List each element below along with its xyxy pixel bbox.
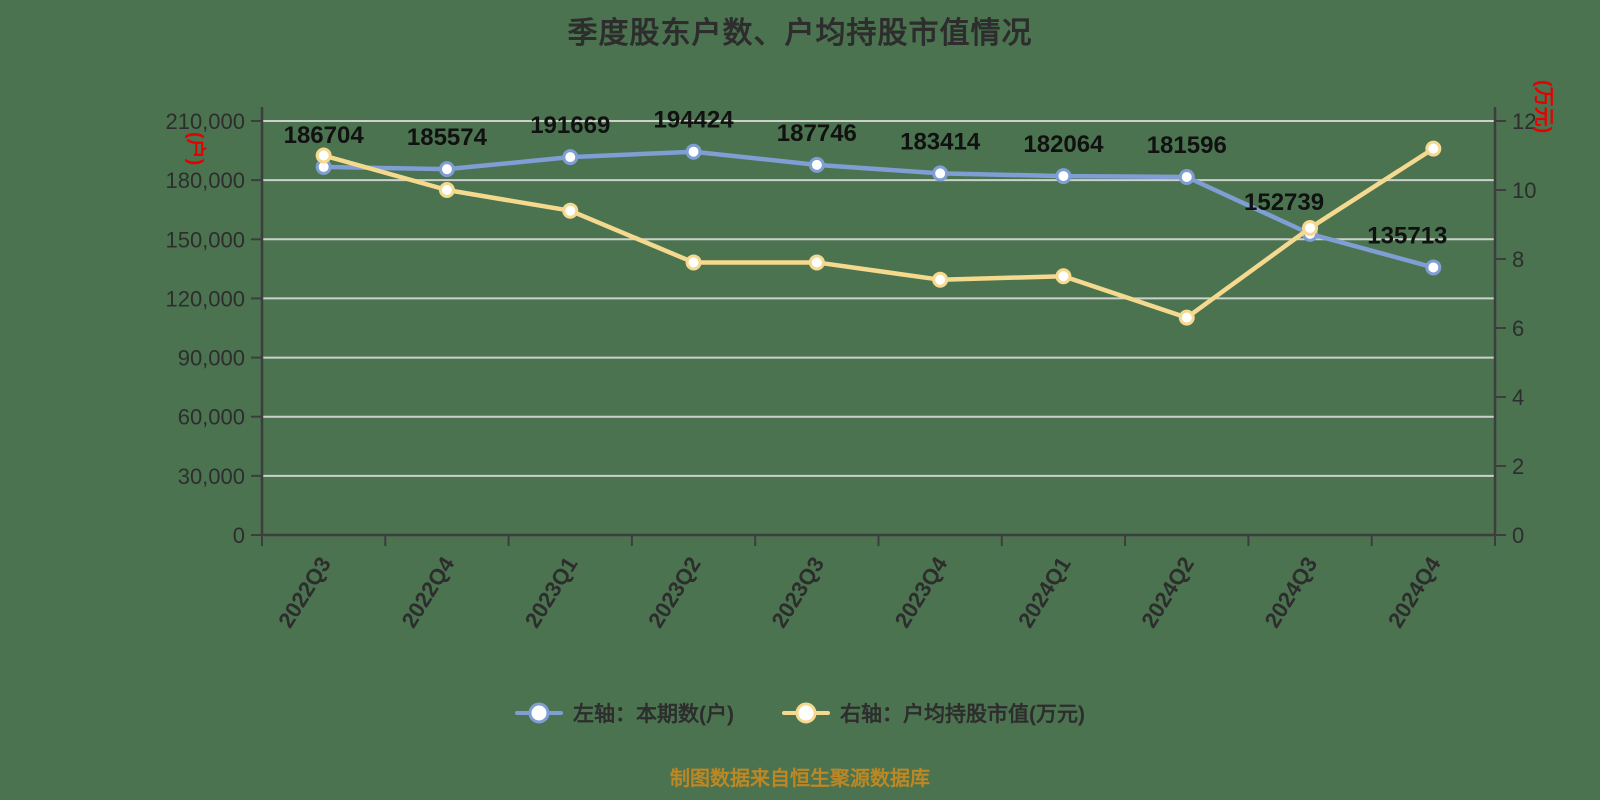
legend-label-shareholders: 左轴：本期数(户)	[573, 703, 734, 726]
data-point-label: 183414	[900, 128, 981, 155]
data-point-label: 152739	[1244, 189, 1324, 216]
legend: 左轴：本期数(户) 右轴：户均持股市值(万元)	[0, 698, 1600, 728]
legend-item-avg-holding-value[interactable]: 右轴：户均持股市值(万元)	[782, 698, 1085, 728]
data-point-marker	[562, 149, 579, 166]
y-axis-right-tick-label: 4	[1512, 385, 1524, 410]
x-axis-category-label: 2024Q3	[1260, 552, 1323, 632]
data-point-marker	[1178, 309, 1195, 326]
y-axis-right-tick-label: 6	[1512, 316, 1524, 341]
data-point-label: 181596	[1147, 132, 1227, 159]
data-point-marker	[1425, 259, 1442, 276]
data-source-caption: 制图数据来自恒生聚源数据库	[670, 768, 930, 790]
right-axis-unit-label: (万元)	[1532, 80, 1554, 134]
x-axis-category-label: 2023Q4	[890, 552, 953, 632]
left-axis-unit-label: (户)	[184, 132, 206, 166]
data-point-marker	[932, 271, 949, 288]
legend-line-circle-icon	[515, 702, 563, 724]
y-axis-left-tick-label: 30,000	[178, 464, 245, 489]
y-axis-right-tick-label: 2	[1512, 454, 1524, 479]
data-point-label: 194424	[654, 107, 735, 134]
x-axis-category-label: 2024Q2	[1136, 552, 1199, 632]
series-line-right	[321, 146, 1436, 320]
data-point-marker	[1055, 168, 1072, 185]
series-line-left	[321, 149, 1436, 270]
y-axis-left-tick-label: 210,000	[165, 109, 245, 134]
legend-line-circle-icon	[782, 702, 830, 724]
y-axis-right-tick-label: 10	[1512, 178, 1536, 203]
y-axis-right-tick-label: 12	[1512, 109, 1536, 134]
data-point-label: 186704	[284, 122, 365, 149]
data-point-marker	[315, 147, 332, 164]
legend-label-avg-holding-value: 右轴：户均持股市值(万元)	[840, 703, 1085, 726]
data-point-marker	[1178, 168, 1195, 185]
data-point-marker	[562, 202, 579, 219]
x-axis-category-label: 2024Q4	[1383, 552, 1446, 632]
data-point-marker	[1425, 140, 1442, 157]
data-point-marker	[1055, 268, 1072, 285]
data-point-label: 135713	[1367, 222, 1447, 249]
data-point-marker	[808, 254, 825, 271]
data-point-marker	[808, 156, 825, 173]
y-axis-left-tick-label: 150,000	[165, 227, 245, 252]
data-point-label: 191669	[530, 112, 610, 139]
y-axis-right-tick-label: 0	[1512, 523, 1524, 548]
x-axis-category-label: 2024Q1	[1013, 552, 1076, 632]
x-axis-category-label: 2022Q4	[396, 552, 459, 632]
chart-plot: 210,000 180,000 150,000 120,000 90,000 60,000…	[165, 107, 1536, 632]
legend-item-shareholders[interactable]: 左轴：本期数(户)	[515, 698, 734, 728]
data-point-marker	[1302, 219, 1319, 236]
x-axis-category-label: 2023Q3	[766, 552, 829, 632]
y-axis-right-tick-label: 8	[1512, 247, 1524, 272]
data-point-marker	[438, 161, 455, 178]
data-point-label: 185574	[407, 124, 488, 151]
y-axis-left-tick-label: 0	[233, 523, 245, 548]
x-axis-category-label: 2023Q1	[520, 552, 583, 632]
data-point-marker	[685, 254, 702, 271]
data-point-label: 182064	[1023, 131, 1104, 158]
y-axis-left-tick-label: 90,000	[178, 346, 245, 371]
data-point-marker	[932, 165, 949, 182]
data-point-marker	[685, 143, 702, 160]
x-axis-category-label: 2022Q3	[273, 552, 336, 632]
data-point-label: 187746	[777, 120, 857, 147]
data-point-marker	[438, 182, 455, 198]
y-axis-left-tick-label: 60,000	[178, 405, 245, 430]
chart-title: 季度股东户数、户均持股市值情况	[567, 17, 1033, 50]
x-axis-category-label: 2023Q2	[643, 552, 706, 632]
y-axis-left-tick-label: 180,000	[165, 168, 245, 193]
y-axis-left-tick-label: 120,000	[165, 286, 245, 311]
